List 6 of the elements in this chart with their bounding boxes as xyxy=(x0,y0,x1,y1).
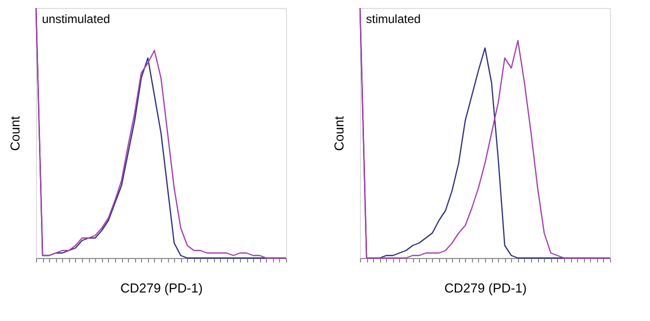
y-axis-title: Count xyxy=(8,116,22,151)
annotation: stimulated xyxy=(366,12,421,26)
x-axis-title: CD279 (PD-1) xyxy=(444,280,527,296)
annotation: unstimulated xyxy=(42,12,110,26)
x-axis-title: CD279 (PD-1) xyxy=(120,280,203,296)
y-axis-title: Count xyxy=(332,116,346,151)
